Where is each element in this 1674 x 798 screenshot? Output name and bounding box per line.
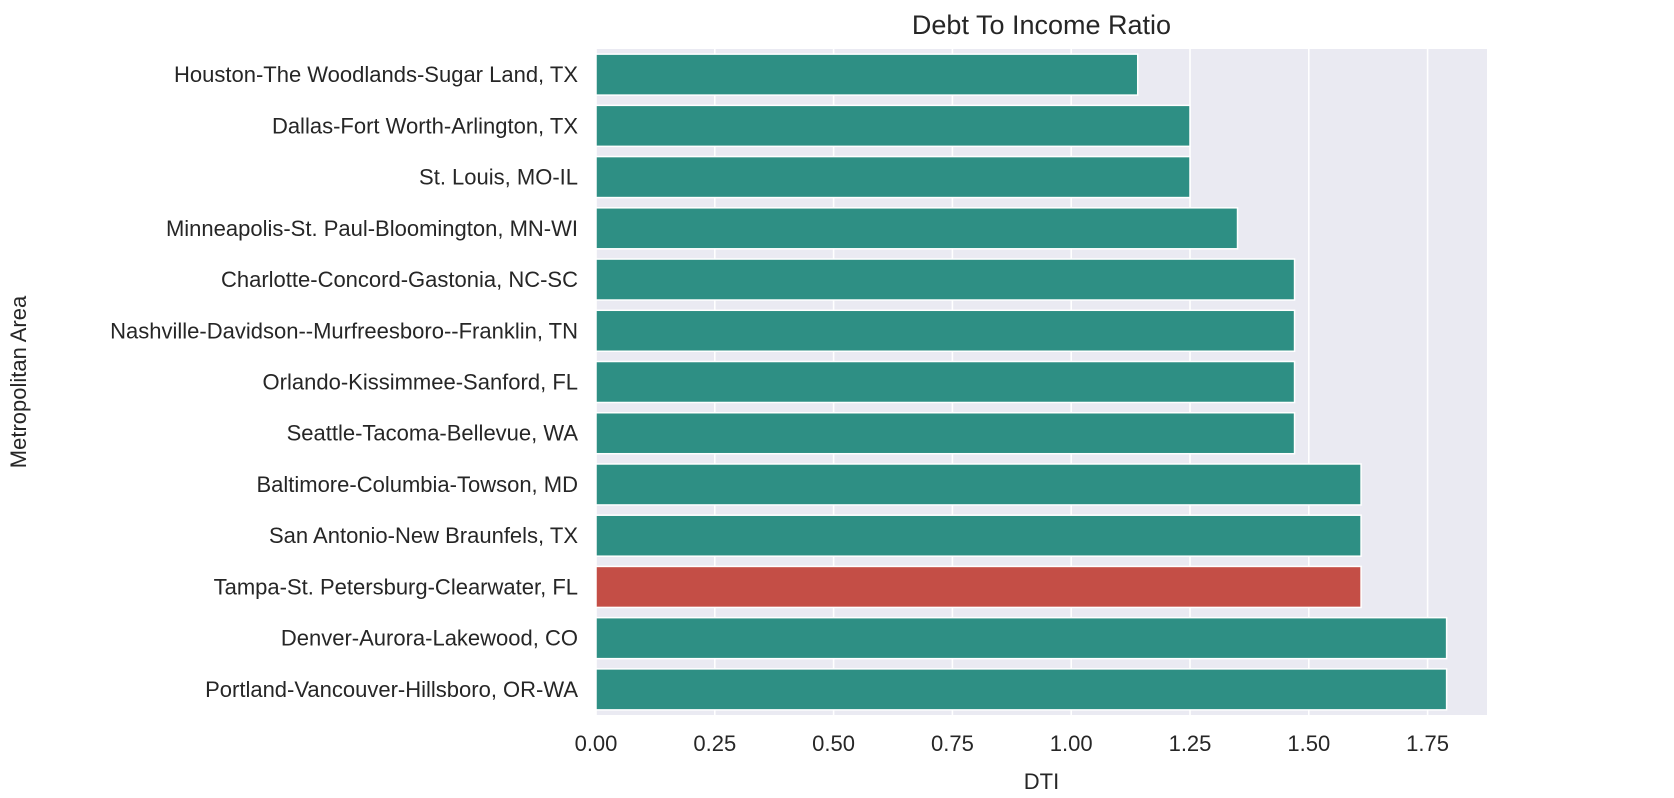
y-tick-label: San Antonio-New Braunfels, TX [269, 523, 578, 548]
x-tick-label: 0.25 [693, 731, 736, 756]
chart-title: Debt To Income Ratio [912, 10, 1171, 40]
y-tick-label: Minneapolis-St. Paul-Bloomington, MN-WI [166, 216, 578, 241]
y-tick-label: St. Louis, MO-IL [419, 165, 578, 190]
x-tick-label: 1.25 [1169, 731, 1212, 756]
bars [595, 53, 1448, 711]
y-tick-labels: Houston-The Woodlands-Sugar Land, TX Dall… [110, 62, 578, 702]
x-tick-labels: 0.00 0.25 0.50 0.75 1.00 1.25 1.50 1.75 [575, 731, 1449, 756]
x-tick-label: 0.00 [575, 731, 618, 756]
x-tick-label: 1.00 [1050, 731, 1093, 756]
y-tick-label: Orlando-Kissimmee-Sanford, FL [263, 370, 578, 395]
y-tick-label: Denver-Aurora-Lakewood, CO [281, 626, 578, 651]
bar [595, 668, 1448, 711]
bar [595, 411, 1296, 455]
y-tick-label: Seattle-Tacoma-Bellevue, WA [287, 421, 579, 446]
bar [595, 104, 1191, 148]
bar [595, 258, 1296, 301]
y-tick-label: Houston-The Woodlands-Sugar Land, TX [174, 62, 578, 87]
x-tick-label: 1.50 [1287, 731, 1330, 756]
bar [595, 616, 1448, 660]
y-axis-label: Metropolitan Area [6, 295, 31, 468]
bar [595, 463, 1362, 506]
y-tick-label: Nashville-Davidson--Murfreesboro--Frankl… [110, 318, 578, 343]
y-tick-label: Charlotte-Concord-Gastonia, NC-SC [221, 267, 578, 292]
y-tick-label: Baltimore-Columbia-Towson, MD [256, 472, 578, 497]
bar [595, 155, 1191, 199]
bar [595, 53, 1139, 96]
bar [595, 360, 1296, 404]
x-tick-label: 1.75 [1406, 731, 1449, 756]
x-tick-label: 0.50 [812, 731, 855, 756]
x-tick-label: 0.75 [931, 731, 974, 756]
y-tick-label: Dallas-Fort Worth-Arlington, TX [272, 113, 578, 138]
bar [595, 514, 1362, 557]
y-tick-label: Tampa-St. Petersburg-Clearwater, FL [214, 574, 578, 599]
bar [595, 565, 1362, 609]
bar [595, 207, 1239, 250]
y-tick-label: Portland-Vancouver-Hillsboro, OR-WA [205, 677, 578, 702]
bar [595, 309, 1296, 353]
x-axis-label: DTI [1024, 769, 1059, 794]
